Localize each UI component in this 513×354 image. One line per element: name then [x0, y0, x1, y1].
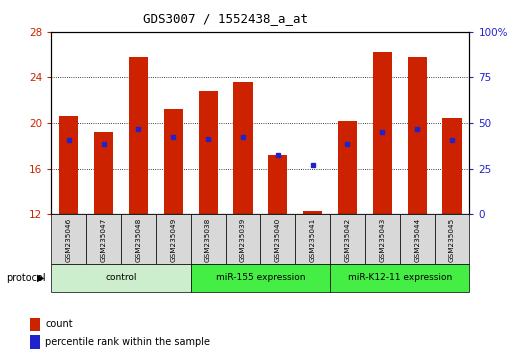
Bar	[407, 57, 427, 214]
Text: GSM235046: GSM235046	[66, 218, 72, 262]
Bar	[164, 109, 183, 214]
Bar	[435, 214, 469, 264]
Text: GSM235044: GSM235044	[414, 218, 420, 262]
Text: control: control	[105, 273, 137, 282]
Bar	[86, 214, 121, 264]
Text: GSM235040: GSM235040	[275, 218, 281, 262]
Text: count: count	[45, 319, 73, 329]
Text: ▶: ▶	[37, 273, 45, 283]
Text: GSM235047: GSM235047	[101, 218, 107, 262]
Bar	[226, 214, 260, 264]
Text: percentile rank within the sample: percentile rank within the sample	[45, 337, 210, 347]
Bar	[199, 91, 218, 214]
Text: GSM235048: GSM235048	[135, 218, 142, 262]
Bar	[121, 214, 156, 264]
Bar	[51, 214, 86, 264]
Bar	[295, 214, 330, 264]
Bar	[268, 155, 287, 214]
Text: GDS3007 / 1552438_a_at: GDS3007 / 1552438_a_at	[143, 12, 308, 25]
Text: GSM235049: GSM235049	[170, 218, 176, 262]
Text: GSM235045: GSM235045	[449, 218, 455, 262]
Text: GSM235043: GSM235043	[379, 218, 385, 262]
Bar	[330, 264, 469, 292]
Text: protocol: protocol	[6, 273, 46, 283]
Text: GSM235042: GSM235042	[344, 218, 350, 262]
Text: GSM235038: GSM235038	[205, 218, 211, 262]
Bar	[30, 318, 41, 331]
Bar	[260, 214, 295, 264]
Bar	[30, 335, 41, 349]
Bar	[365, 214, 400, 264]
Bar	[330, 214, 365, 264]
Text: miR-K12-11 expression: miR-K12-11 expression	[348, 273, 452, 282]
Bar	[191, 214, 226, 264]
Bar	[129, 57, 148, 214]
Text: GSM235041: GSM235041	[310, 218, 315, 262]
Bar	[94, 132, 113, 214]
Text: GSM235039: GSM235039	[240, 218, 246, 262]
Bar	[373, 52, 392, 214]
Text: miR-155 expression: miR-155 expression	[215, 273, 305, 282]
Bar	[303, 211, 322, 214]
Bar	[51, 264, 191, 292]
Bar	[400, 214, 435, 264]
Bar	[156, 214, 191, 264]
Bar	[442, 119, 462, 214]
Bar	[59, 116, 78, 214]
Bar	[338, 121, 357, 214]
Bar	[191, 264, 330, 292]
Bar	[233, 82, 252, 214]
